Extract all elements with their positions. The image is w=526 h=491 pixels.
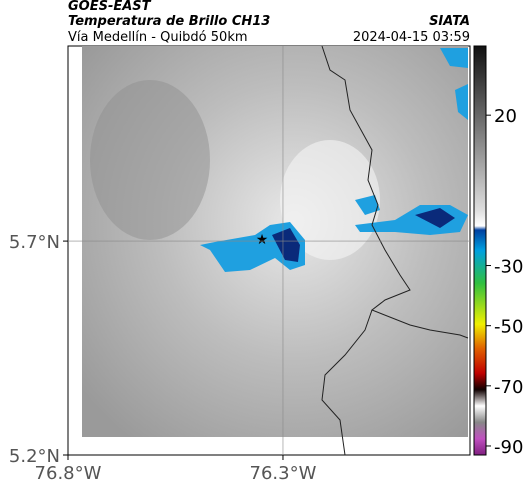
header: GOES-EAST Temperatura de Brillo CH13 SIA… <box>68 0 470 45</box>
colorbar-tick-label: 20 <box>494 106 517 127</box>
timestamp: 2024-04-15 03:59 <box>353 30 470 45</box>
y-tick-label: 5.7°N <box>9 232 60 253</box>
star-marker: ★ <box>256 232 269 248</box>
boundary <box>321 45 469 456</box>
agency: SIATA <box>429 14 470 29</box>
map: ★ <box>67 45 471 456</box>
colorbar-tick-label: -90 <box>494 437 523 458</box>
field-shade <box>280 140 380 260</box>
product: Temperatura de Brillo CH13 <box>68 14 270 29</box>
field-shade <box>90 80 210 240</box>
colorbar-tick-label: -70 <box>494 377 523 398</box>
cloud-core <box>415 208 455 228</box>
colorbar <box>473 45 487 456</box>
source: GOES-EAST <box>68 0 152 14</box>
colorbar-tick-label: -30 <box>494 257 523 278</box>
x-tick-label: 76.3°W <box>250 463 317 484</box>
cloud-core <box>272 228 300 262</box>
y-tick-label: 5.2°N <box>9 446 60 467</box>
x-tick-label: 76.8°W <box>35 463 102 484</box>
cloud <box>440 48 468 120</box>
colorbar-tick-label: -50 <box>494 317 523 338</box>
region: Vía Medellín - Quibdó 50km <box>68 30 248 45</box>
